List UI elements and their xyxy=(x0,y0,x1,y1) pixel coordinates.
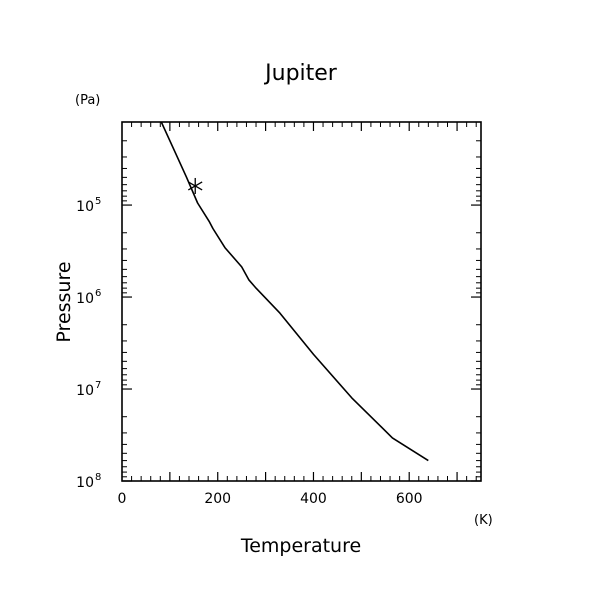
x-unit: (K) xyxy=(474,513,493,528)
y-tick-label: 10 xyxy=(76,475,94,491)
y-tick-exponent: 6 xyxy=(95,288,101,299)
series-layer xyxy=(160,121,429,462)
y-axis-label: Pressure xyxy=(53,261,75,342)
y-tick-label: 10 xyxy=(76,383,94,399)
x-tick-label: 600 xyxy=(396,491,423,507)
asterisk-marker xyxy=(187,177,203,194)
x-tick-label: 200 xyxy=(204,491,231,507)
y-tick-label: 10 xyxy=(76,199,94,215)
x-tick-label: 0 xyxy=(118,491,127,507)
y-tick-exponent: 7 xyxy=(95,380,101,391)
x-major-ticks xyxy=(169,122,458,481)
x-minor-ticks xyxy=(131,122,477,481)
y-major-ticks xyxy=(122,204,481,482)
marker-layer xyxy=(187,177,203,194)
x-tick-label: 400 xyxy=(300,491,327,507)
y-tick-exponent: 8 xyxy=(95,472,101,483)
x-tick-labels: 0 200 400 600 xyxy=(118,491,423,507)
plot-frame xyxy=(121,121,482,482)
y-minor-ticks xyxy=(122,140,481,478)
y-tick-label: 10 xyxy=(76,291,94,307)
y-unit: (Pa) xyxy=(75,93,100,108)
chart-title: Jupiter xyxy=(263,61,338,86)
asterisk-stroke xyxy=(187,181,203,191)
y-tick-exponent: 5 xyxy=(95,196,101,207)
x-axis-label: Temperature xyxy=(240,535,361,557)
series-line xyxy=(160,121,429,462)
